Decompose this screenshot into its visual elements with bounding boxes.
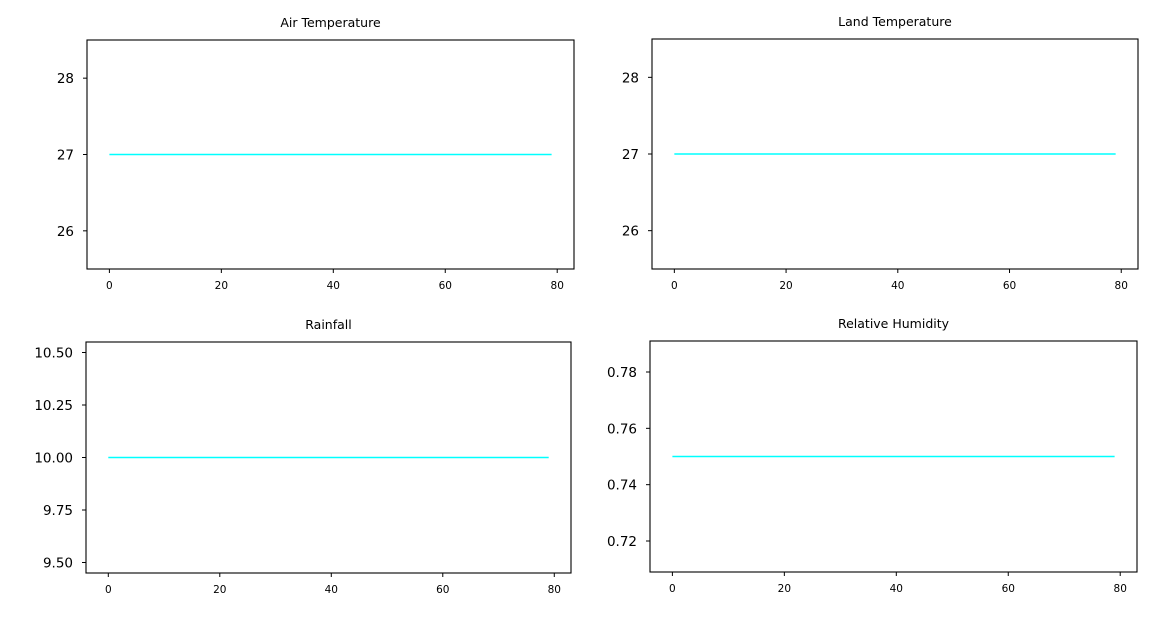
x-tick-label: 20 xyxy=(213,584,226,596)
chart-title: Air Temperature xyxy=(280,15,381,30)
chart-title: Land Temperature xyxy=(838,14,952,29)
y-tick-label: 27 xyxy=(622,147,639,163)
x-tick-label: 0 xyxy=(105,584,112,596)
x-tick-label: 40 xyxy=(890,583,903,595)
x-tick-label: 60 xyxy=(1002,583,1015,595)
x-tick-label: 80 xyxy=(551,280,564,292)
y-tick-label: 10.25 xyxy=(34,398,73,414)
y-tick-label: 0.76 xyxy=(607,421,637,437)
y-tick-label: 10.50 xyxy=(34,346,73,362)
x-tick-label: 60 xyxy=(439,280,452,292)
relative-humidity-panel: Relative Humidity 0 20 40 60 80 0.72 0.74 0.76 0.… xyxy=(607,316,1138,595)
y-tick-label: 27 xyxy=(57,148,74,164)
x-tick-label: 20 xyxy=(215,280,228,292)
x-tick-label: 60 xyxy=(1003,280,1016,292)
y-tick-label: 28 xyxy=(622,70,639,86)
x-tick-label: 40 xyxy=(891,280,904,292)
y-tick-label: 9.50 xyxy=(43,556,73,572)
y-tick-label: 9.75 xyxy=(43,503,73,519)
y-tick-label: 0.74 xyxy=(607,478,637,494)
x-tick-label: 0 xyxy=(669,583,676,595)
chart-title: Rainfall xyxy=(305,317,351,332)
x-tick-label: 0 xyxy=(671,280,678,292)
y-tick-label: 0.72 xyxy=(607,534,637,550)
x-tick-label: 20 xyxy=(779,280,792,292)
x-tick-label: 0 xyxy=(106,280,113,292)
x-tick-label: 40 xyxy=(325,584,338,596)
y-tick-label: 10.00 xyxy=(34,451,73,467)
y-tick-label: 26 xyxy=(57,224,74,240)
x-tick-label: 80 xyxy=(1115,280,1128,292)
land-temperature-panel: Land Temperature 0 20 40 60 80 26 27 28 xyxy=(622,14,1139,292)
x-tick-label: 40 xyxy=(327,280,340,292)
plot-frame xyxy=(649,340,1138,573)
x-tick-label: 80 xyxy=(548,584,561,596)
air-temperature-panel: Air Temperature 0 20 40 60 80 26 27 28 xyxy=(57,15,575,292)
chart-title: Relative Humidity xyxy=(838,316,950,331)
rainfall-panel: Rainfall 0 20 40 60 80 9.50 9.75 10.00 10.25 10.50 xyxy=(34,317,572,596)
x-tick-label: 60 xyxy=(436,584,449,596)
x-tick-label: 20 xyxy=(778,583,791,595)
x-tick-label: 80 xyxy=(1114,583,1127,595)
y-tick-label: 0.78 xyxy=(607,365,637,381)
y-tick-label: 26 xyxy=(622,224,639,240)
y-tick-label: 28 xyxy=(57,71,74,87)
